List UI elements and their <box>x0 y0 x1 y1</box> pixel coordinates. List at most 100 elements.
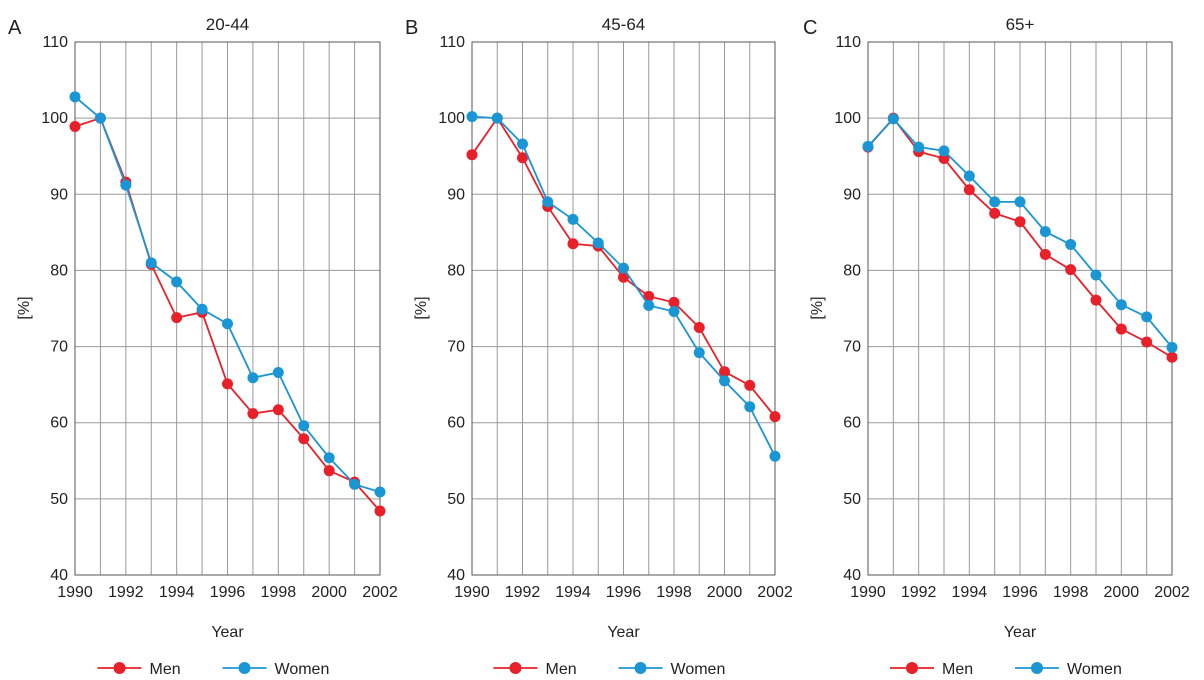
data-point-men <box>567 238 579 250</box>
data-point-women <box>120 179 132 191</box>
data-point-women <box>247 372 259 384</box>
panel-letter: A <box>8 17 22 39</box>
data-point-men <box>1039 248 1051 260</box>
y-tick-label: 70 <box>50 339 68 356</box>
data-point-men <box>1065 264 1077 276</box>
plot-frame <box>471 41 776 576</box>
y-tick-label: 40 <box>843 567 861 584</box>
x-tick-label: 1996 <box>1002 584 1038 601</box>
x-tick-label: 1990 <box>850 584 886 601</box>
data-point-men <box>1014 216 1026 228</box>
data-point-women <box>769 450 781 462</box>
legend-label-women: Women <box>671 661 726 678</box>
data-point-women <box>298 420 310 432</box>
data-point-men <box>272 404 284 416</box>
data-point-men <box>643 290 655 302</box>
x-tick-label: 2002 <box>1154 584 1190 601</box>
legend: Men Women <box>97 661 329 678</box>
data-point-men <box>1115 323 1127 335</box>
plot-frame <box>867 41 1173 576</box>
data-point-women <box>744 401 756 413</box>
data-point-men <box>989 207 1001 219</box>
y-tick-label: 110 <box>42 34 68 51</box>
y-tick-label: 80 <box>50 262 68 279</box>
data-point-women <box>1115 299 1127 311</box>
data-point-men <box>769 411 781 423</box>
data-point-women <box>862 140 874 152</box>
data-point-men <box>1166 351 1178 363</box>
x-tick-label: 2000 <box>1104 584 1140 601</box>
y-tick-label: 50 <box>50 491 68 508</box>
x-tick-label: 1992 <box>108 584 144 601</box>
x-tick-label: 1994 <box>555 584 591 601</box>
x-axis-label: Year <box>607 624 640 641</box>
y-tick-label: 70 <box>843 339 861 356</box>
data-point-women <box>222 318 233 330</box>
chart-title: 65+ <box>1006 15 1035 34</box>
legend-marker-men <box>906 662 918 674</box>
y-tick-label: 40 <box>447 567 465 584</box>
panel-letter: B <box>405 17 418 39</box>
data-point-women <box>272 366 284 378</box>
data-point-men <box>374 505 386 517</box>
data-point-men <box>171 312 183 324</box>
panel-letter: C <box>803 17 817 39</box>
y-tick-label: 110 <box>835 34 861 51</box>
data-point-women <box>466 111 478 123</box>
y-tick-label: 90 <box>50 186 68 203</box>
x-tick-label: 1998 <box>261 584 297 601</box>
y-tick-label: 90 <box>447 186 465 203</box>
data-point-men <box>298 433 310 445</box>
data-point-men <box>466 149 478 161</box>
data-point-women <box>69 91 81 103</box>
x-tick-label: 1990 <box>454 584 490 601</box>
data-point-women <box>171 276 183 288</box>
data-point-women <box>1090 269 1102 281</box>
data-point-women <box>542 196 554 208</box>
data-point-women <box>938 145 950 157</box>
x-tick-label: 1996 <box>210 584 246 601</box>
y-tick-label: 100 <box>438 110 465 127</box>
data-point-women <box>349 478 361 490</box>
legend-marker-women <box>634 662 647 674</box>
data-point-men <box>1090 294 1102 306</box>
data-point-women <box>323 452 335 464</box>
x-tick-label: 1990 <box>57 584 93 601</box>
y-tick-label: 80 <box>843 262 861 279</box>
y-tick-label: 70 <box>447 339 465 356</box>
legend-marker-men <box>113 662 126 674</box>
data-point-women <box>887 113 899 125</box>
data-point-women <box>1065 239 1077 251</box>
x-tick-label: 2000 <box>707 584 743 601</box>
legend-marker-men <box>509 662 522 674</box>
y-axis-label: [%] <box>16 296 33 319</box>
data-point-women <box>693 347 705 359</box>
x-tick-label: 1998 <box>656 584 692 601</box>
data-point-men <box>618 271 629 283</box>
data-point-women <box>643 299 655 311</box>
data-point-women <box>374 486 386 498</box>
legend-marker-women <box>1031 662 1043 674</box>
legend-marker-women <box>238 662 251 674</box>
data-point-men <box>963 184 975 196</box>
y-tick-label: 90 <box>843 186 861 203</box>
chart-title: 45-64 <box>602 15 645 34</box>
x-tick-label: 1992 <box>901 584 937 601</box>
data-point-men <box>222 378 233 390</box>
data-point-women <box>567 213 579 225</box>
x-tick-label: 1992 <box>505 584 541 601</box>
x-tick-label: 1998 <box>1053 584 1089 601</box>
legend-label-men: Men <box>150 661 181 678</box>
y-tick-label: 60 <box>843 415 861 432</box>
data-point-men <box>938 152 950 164</box>
y-tick-label: 110 <box>439 34 465 51</box>
x-tick-label: 1996 <box>606 584 642 601</box>
data-point-women <box>517 138 528 150</box>
legend: Men Women <box>493 661 726 678</box>
legend-label-men: Men <box>942 661 973 678</box>
data-point-women <box>719 375 730 387</box>
y-tick-label: 60 <box>50 415 68 432</box>
data-point-women <box>668 306 680 318</box>
